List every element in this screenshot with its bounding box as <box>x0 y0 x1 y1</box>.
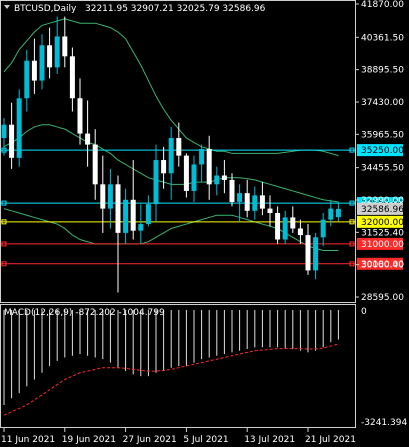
price-panel-frame <box>0 0 356 303</box>
candle-body <box>107 184 113 209</box>
candle-body <box>1 124 7 138</box>
candle-body <box>297 228 303 236</box>
price-tick-label: 31525.40 <box>361 228 404 238</box>
level-anchor-icon[interactable] <box>349 200 355 206</box>
level-anchor-icon[interactable] <box>1 200 7 206</box>
price-tick-label: 40361.50 <box>361 33 404 43</box>
candle-body <box>168 137 174 174</box>
bollinger-lower-line <box>3 208 339 252</box>
price-tick-label: 38895.50 <box>361 66 404 76</box>
candle-body <box>252 195 258 211</box>
level-anchor-icon[interactable] <box>1 261 7 267</box>
price-tick-label: 30060.40 <box>361 261 404 271</box>
candle-body <box>130 199 136 231</box>
candles <box>1 16 341 293</box>
candle-body <box>237 193 243 202</box>
candle-body <box>145 204 151 225</box>
candle-body <box>16 98 22 158</box>
candle-body <box>47 45 53 68</box>
candle-body <box>259 195 265 209</box>
symbol-arrow-icon <box>4 5 10 9</box>
candle-body <box>138 224 144 231</box>
candle-body <box>153 160 159 205</box>
current-price-label: 32586.96 <box>361 205 404 215</box>
candle-body <box>313 237 319 271</box>
candle-body <box>229 179 235 202</box>
candle-body <box>221 175 227 180</box>
time-axis: 11 Jun 2021 19 Jun 2021 27 Jun 2021 5 Jul 2… <box>1 428 356 445</box>
symbol-name: BTCUSD,Daily <box>14 4 77 14</box>
candle-body <box>123 199 129 233</box>
candle-body <box>328 208 334 220</box>
price-axis: 41870.00 40361.50 38895.50 37430.00 35965.50… <box>355 0 404 303</box>
candle-body <box>176 137 182 156</box>
macd-indicator <box>3 310 339 416</box>
level-price-tag-label: 32000.00 <box>361 218 404 228</box>
candle-body <box>24 60 30 99</box>
time-tick-label: 11 Jun 2021 <box>1 435 55 445</box>
price-tick-label: 35965.50 <box>361 130 404 140</box>
price-tick-label: 28595.00 <box>361 293 404 303</box>
candle-body <box>9 124 15 158</box>
level-price-tag <box>357 257 403 270</box>
horizontal-levels: 35250.0032850.0032000.0031000.0030100.00… <box>1 144 404 270</box>
time-tick-label: 5 Jul 2021 <box>183 435 228 445</box>
time-tick-label: 19 Jun 2021 <box>62 435 116 445</box>
price-tick-label: 34455.50 <box>361 164 404 174</box>
level-anchor-icon[interactable] <box>349 219 355 225</box>
candle-body <box>62 36 68 57</box>
candle-body <box>320 219 326 238</box>
time-tick-label: 13 Jul 2021 <box>244 435 295 445</box>
current-price-tag <box>357 202 403 215</box>
level-anchor-icon[interactable] <box>349 147 355 153</box>
candle-body <box>275 213 281 240</box>
macd-axis-top: 0 <box>361 307 367 317</box>
candle-body <box>77 98 83 134</box>
candle-body <box>290 217 296 229</box>
level-price-tag-label: 30100.00 <box>361 260 404 270</box>
candle-body <box>199 149 205 165</box>
price-tick-label: 41870.00 <box>361 0 404 10</box>
candle-body <box>214 175 220 185</box>
candle-body <box>282 217 288 240</box>
macd-label: MACD(12,26,9) -872.202 -1004.799 <box>4 308 165 318</box>
time-tick-label: 27 Jun 2021 <box>123 435 177 445</box>
price-tick-label: 32990.00 <box>361 196 404 206</box>
level-price-tag-label: 35250.00 <box>361 146 404 156</box>
level-anchor-icon[interactable] <box>1 241 7 247</box>
level-anchor-icon[interactable] <box>349 261 355 267</box>
candle-body <box>31 60 37 81</box>
macd-panel-frame <box>0 304 356 428</box>
macd-axis-bottom: -3241.394 <box>361 418 407 428</box>
level-price-tag <box>357 237 403 250</box>
candle-body <box>267 208 273 214</box>
level-anchor-icon[interactable] <box>349 241 355 247</box>
candle-body <box>85 133 91 145</box>
ohlc-readout: 32211.95 32907.21 32025.79 32586.96 <box>85 4 266 14</box>
level-price-tag-label: 31000.00 <box>361 240 404 250</box>
candle-body <box>100 184 106 209</box>
candle-body <box>39 45 45 81</box>
level-price-tag <box>357 215 403 228</box>
candle-body <box>161 160 167 174</box>
time-tick-label: 21 Jul 2021 <box>305 435 356 445</box>
level-anchor-icon[interactable] <box>1 219 7 225</box>
candle-body <box>92 144 98 185</box>
level-price-tag <box>357 144 403 157</box>
candle-body <box>115 184 121 233</box>
bollinger-upper-line <box>3 18 339 157</box>
candle-body <box>191 164 197 191</box>
candle-body <box>183 155 189 191</box>
candle-body <box>54 36 60 68</box>
price-tick-label: 37430.00 <box>361 98 404 108</box>
candle-body <box>206 149 212 185</box>
candle-body <box>244 193 250 211</box>
candle-body <box>335 208 341 218</box>
candle-body <box>305 235 311 271</box>
candle-body <box>69 56 75 99</box>
